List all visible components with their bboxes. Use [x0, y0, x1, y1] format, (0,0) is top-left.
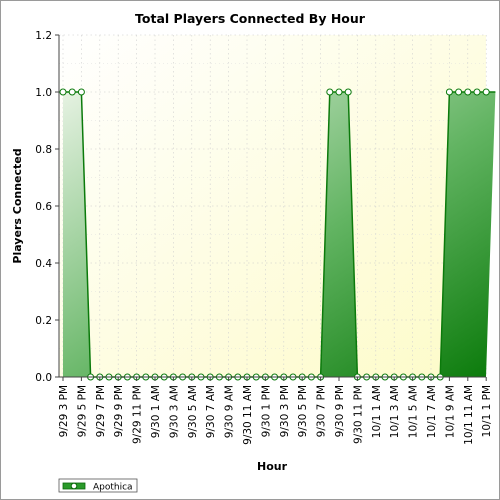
y-tick-labels: 0.0 0.2 0.4 0.6 0.8 1.0 1.2: [35, 30, 52, 384]
data-point: [77, 88, 85, 96]
x-tick-label: 9/30 3 AM: [168, 385, 180, 438]
y-tick-label: 0.0: [35, 372, 52, 384]
data-point: [473, 88, 481, 96]
x-tick-label: 9/30 5 AM: [187, 385, 199, 438]
x-tick-label: 10/1 11 AM: [463, 385, 475, 445]
x-tick-label: 9/30 7 AM: [205, 385, 217, 438]
x-tick-label: 9/30 3 PM: [279, 385, 291, 437]
data-point: [344, 88, 352, 96]
legend-marker: [70, 482, 78, 490]
x-tick-label: 9/29 5 PM: [76, 385, 88, 437]
legend: Apothica: [58, 478, 138, 493]
y-tick-label: 0.6: [35, 201, 52, 213]
data-point: [59, 88, 67, 96]
y-tick-label: 0.2: [35, 315, 52, 327]
data-point: [455, 88, 463, 96]
data-point: [335, 88, 343, 96]
y-tick-label: 0.4: [35, 258, 52, 270]
x-tick-label: 10/1 1 AM: [371, 385, 383, 438]
x-tick-label: 9/29 9 PM: [113, 385, 125, 437]
x-tick-label: 9/29 11 PM: [132, 385, 144, 444]
data-point: [482, 88, 490, 96]
x-tick-label: 9/30 5 PM: [297, 385, 309, 437]
x-tick-label: 10/1 3 AM: [389, 385, 401, 438]
series-area-fill: [63, 92, 496, 377]
x-tick-label: 10/1 5 AM: [408, 385, 420, 438]
x-tick-label: 10/1 1 PM: [481, 385, 493, 437]
x-tick-label: 9/30 9 AM: [224, 385, 236, 438]
x-tick-label: 9/29 7 PM: [95, 385, 107, 437]
x-tick-label: 9/30 1 AM: [150, 385, 162, 438]
y-tick-label: 1.2: [35, 30, 52, 42]
grid-lines: [59, 34, 487, 378]
x-tick-label: 9/30 7 PM: [316, 385, 328, 437]
data-point: [464, 88, 472, 96]
x-tick-label: 10/1 7 AM: [426, 385, 438, 438]
x-tick-label: 9/30 9 PM: [334, 385, 346, 437]
x-tick-label: 10/1 9 AM: [444, 385, 456, 438]
data-point: [445, 88, 453, 96]
x-tick-label: 9/29 3 PM: [58, 385, 70, 437]
x-axis-label: Hour: [257, 460, 288, 473]
x-tick-label: 9/30 11 AM: [242, 385, 254, 445]
legend-label: Apothica: [93, 483, 133, 493]
y-tick-label: 0.8: [35, 144, 52, 156]
y-axis-label: Players Connected: [11, 148, 24, 263]
x-tick-label: 9/30 1 PM: [260, 385, 272, 437]
axes: [55, 34, 487, 381]
y-tick-label: 1.0: [35, 87, 52, 99]
x-tick-label: 9/30 11 PM: [352, 385, 364, 444]
data-point: [326, 88, 334, 96]
data-point: [68, 88, 76, 96]
x-tick-labels: 9/29 3 PM 9/29 5 PM 9/29 7 PM 9/29 9 PM 9/29…: [58, 385, 493, 445]
chart-title: Total Players Connected By Hour: [135, 11, 366, 26]
